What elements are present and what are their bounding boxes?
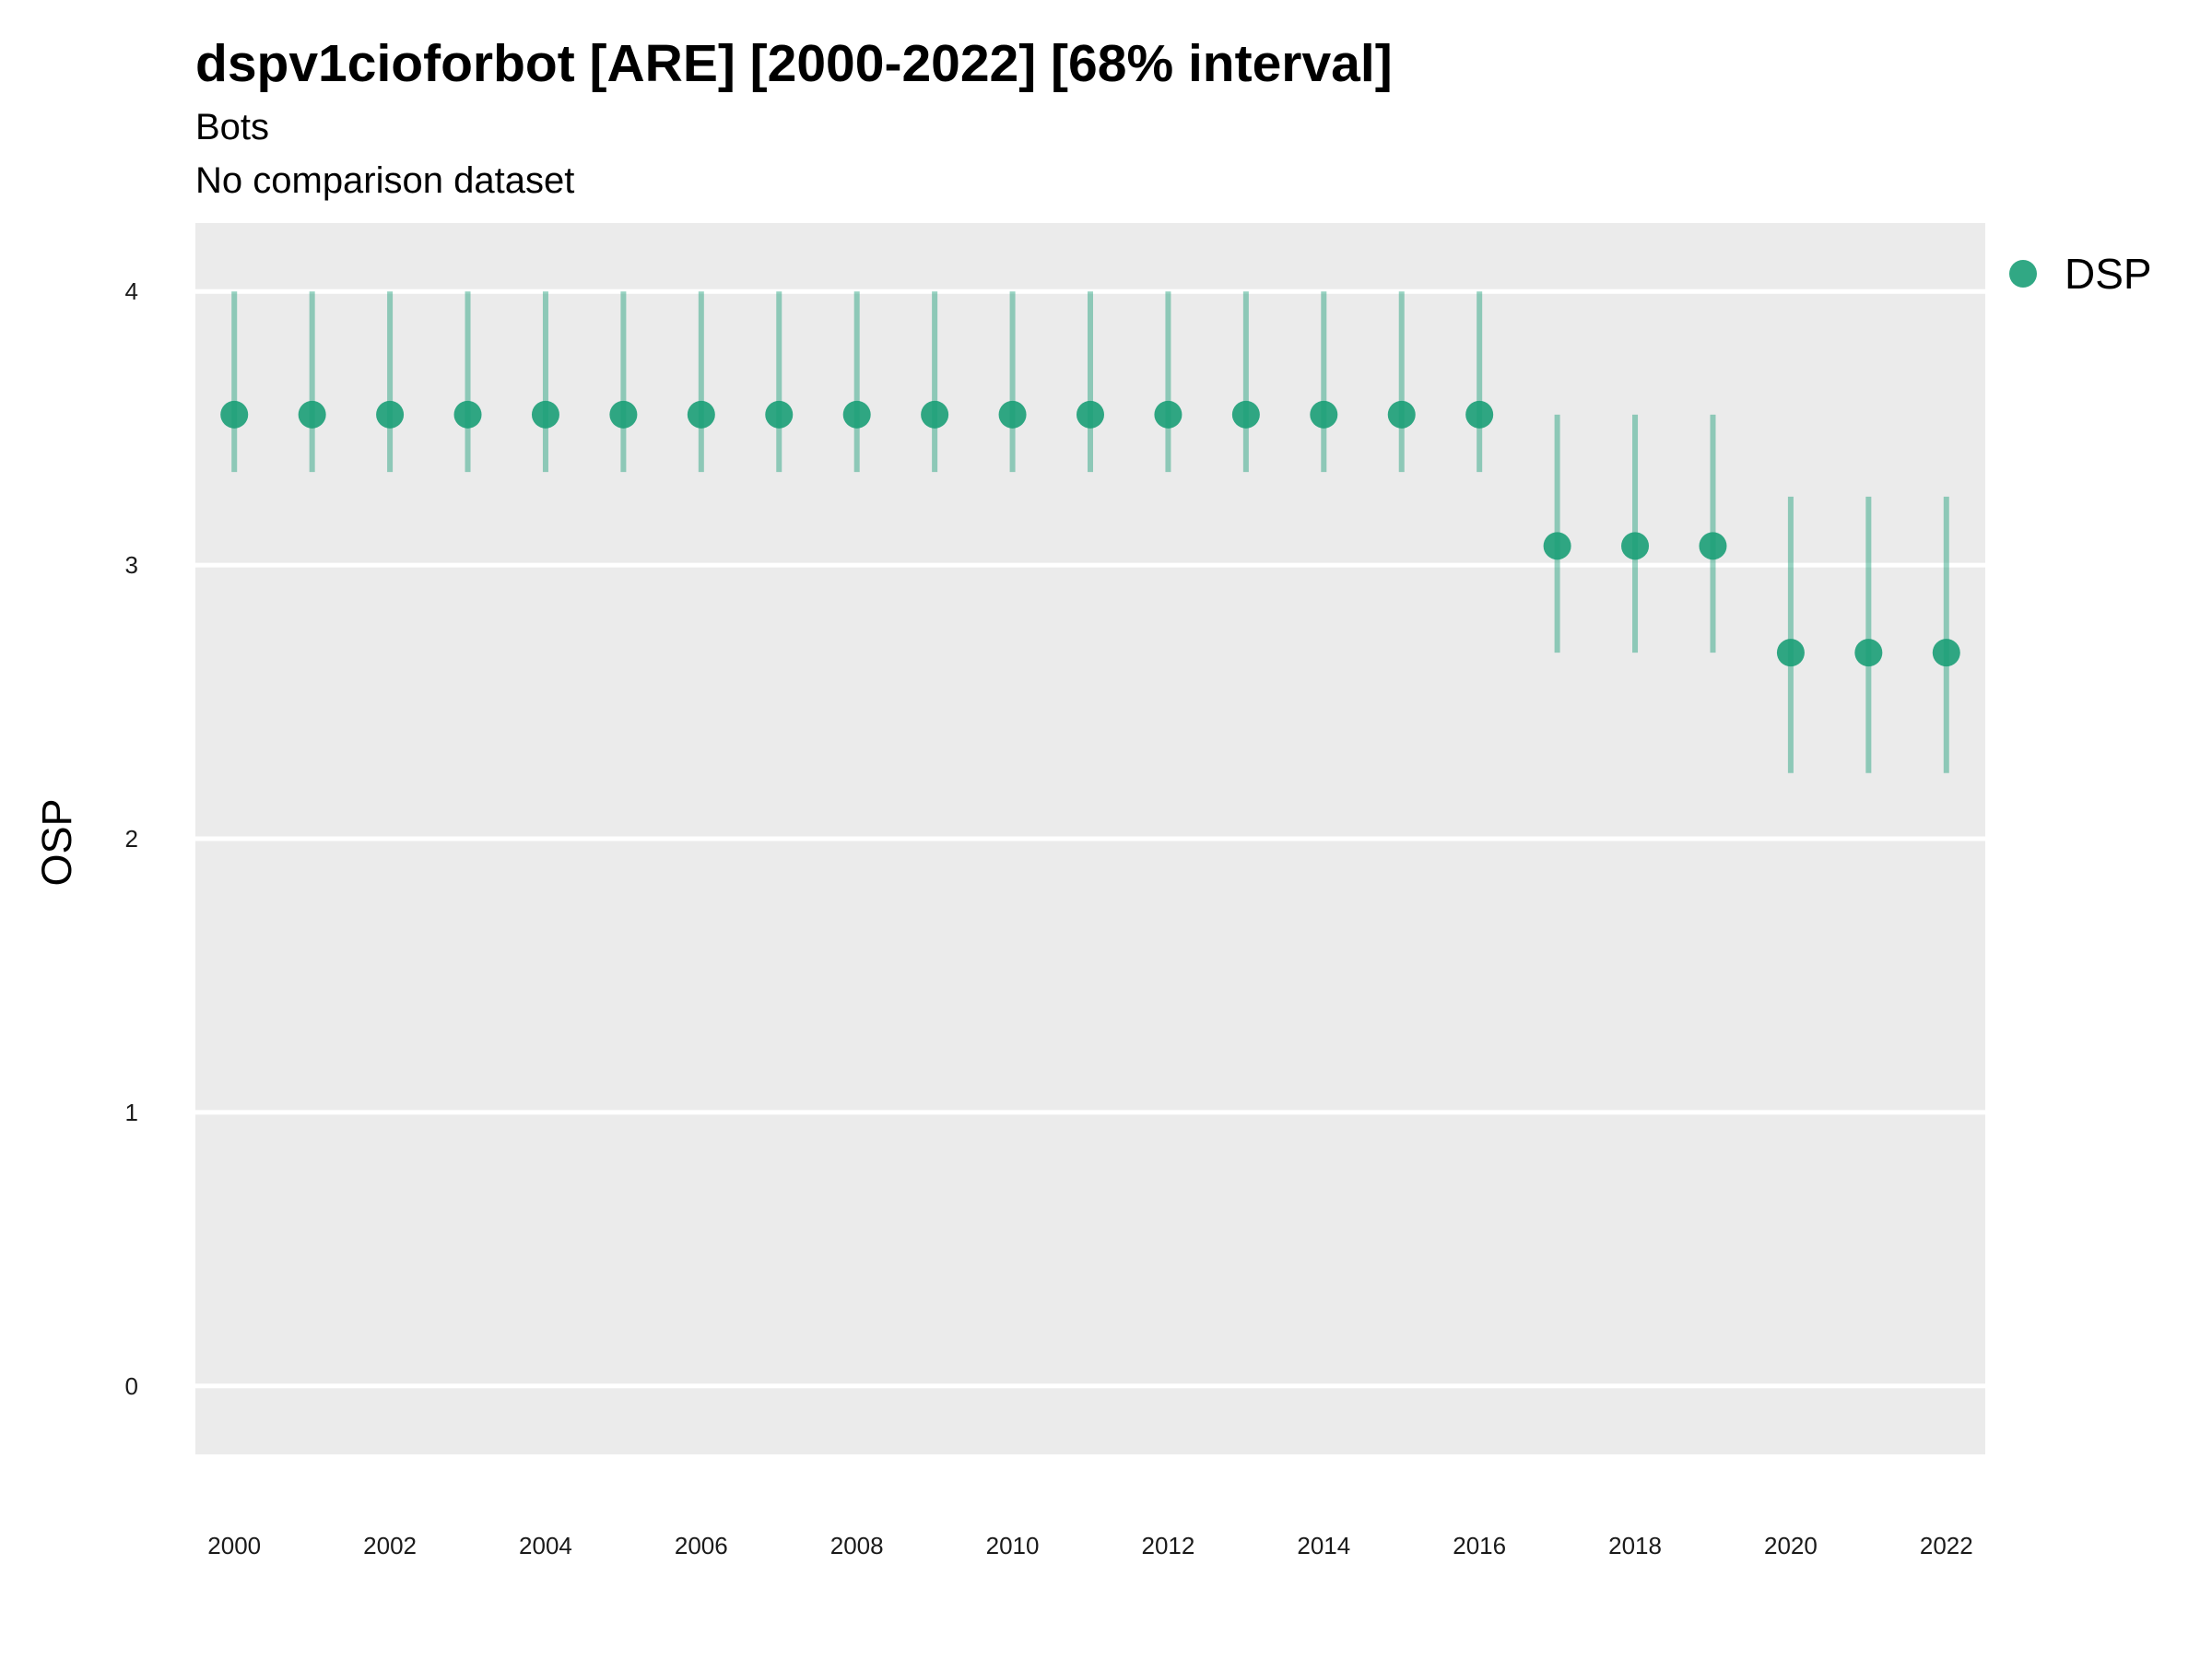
data-point [687,400,715,429]
data-point [765,400,794,429]
data-point [1231,400,1260,429]
data-point [1465,400,1494,429]
data-point [453,400,482,429]
x-tick-label: 2014 [1297,1532,1350,1559]
data-point [1699,532,1727,560]
x-tick-label: 2000 [207,1532,261,1559]
x-tick-label: 2020 [1764,1532,1818,1559]
data-point [1310,400,1338,429]
data-point [1077,400,1104,429]
data-point [1154,400,1182,429]
data-point [220,400,249,429]
x-tick-label: 2022 [1920,1532,1973,1559]
data-point [998,400,1027,429]
y-tick-label: 1 [125,1099,138,1126]
chart-subtitle-comparison: No comparison dataset [195,160,575,201]
x-tick-labels: 2000 2002 2004 2006 2008 2010 2012 2014 2016 2018… [207,1532,1972,1559]
data-point [1621,532,1650,560]
data-point [376,400,405,429]
x-tick-label: 2018 [1608,1532,1662,1559]
y-tick-label: 2 [125,825,138,853]
data-point [1387,400,1416,429]
x-tick-label: 2006 [675,1532,728,1559]
x-tick-label: 2008 [830,1532,884,1559]
legend-key-dsp [2009,260,2037,288]
chart-title: dspv1cioforbot [ARE] [2000-2022] [68% in… [195,34,1393,93]
data-point [609,400,638,429]
legend: DSP [2009,249,2152,299]
x-tick-label: 2002 [363,1532,417,1559]
data-point [1776,639,1805,667]
x-tick-label: 2004 [519,1532,572,1559]
data-point [921,400,949,429]
data-point [1543,532,1571,560]
error-bars [231,291,1949,773]
data-point [1932,639,1960,667]
data-point [842,400,871,429]
data-point [531,400,559,429]
data-points [220,400,1960,667]
x-tick-label: 2010 [986,1532,1040,1559]
data-point [298,400,326,429]
chart-subtitle: Bots [195,107,270,147]
x-tick-label: 2012 [1142,1532,1195,1559]
y-tick-label: 3 [125,551,138,579]
data-point [1854,639,1883,667]
legend-label-dsp: DSP [2065,250,2152,298]
y-tick-label: 4 [125,277,138,305]
y-tick-labels: 0 1 2 3 4 [125,277,138,1400]
x-tick-label: 2016 [1453,1532,1506,1559]
y-tick-label: 0 [125,1372,138,1400]
grid-lines [195,288,1985,1389]
